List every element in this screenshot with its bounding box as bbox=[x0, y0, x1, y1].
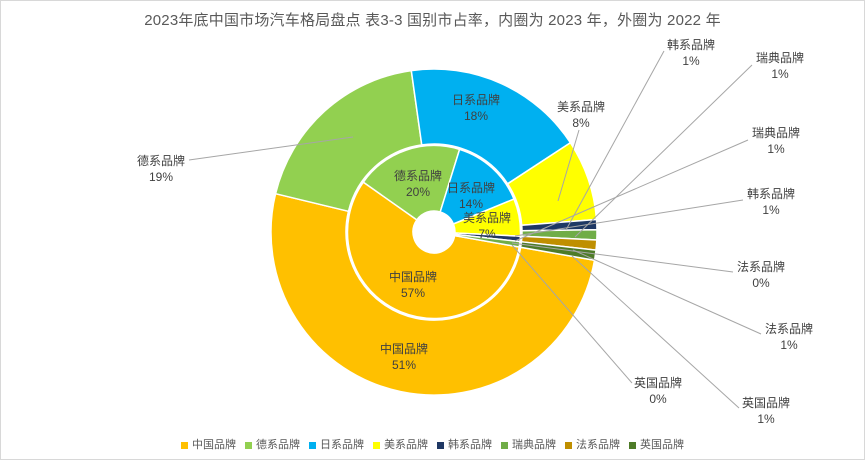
legend-label: 法系品牌 bbox=[576, 439, 620, 451]
legend-label: 日系品牌 bbox=[320, 439, 364, 451]
slice-label-outer-2022-3: 美系品牌 8% bbox=[557, 100, 605, 130]
slice-label-inner-2023-2: 日系品牌 14% bbox=[447, 181, 495, 211]
slice-label-inner-2023-3: 美系品牌 7% bbox=[463, 211, 511, 241]
legend-item-6[interactable]: 法系品牌 bbox=[565, 440, 620, 451]
pie-slice-outer-2022-2[interactable] bbox=[410, 68, 572, 185]
legend-item-2[interactable]: 日系品牌 bbox=[309, 440, 364, 451]
slice-label-outer-2022-7: 英国品牌 1% bbox=[742, 396, 790, 426]
leader-line bbox=[514, 139, 749, 242]
leader-line bbox=[557, 129, 580, 202]
legend-label: 英国品牌 bbox=[640, 439, 684, 451]
legend-item-0[interactable]: 中国品牌 bbox=[181, 440, 236, 451]
leader-line bbox=[188, 136, 354, 161]
legend-label: 韩系品牌 bbox=[448, 439, 492, 451]
pie-slice-outer-2022-0[interactable] bbox=[270, 192, 596, 396]
pie-slice-inner-2023-2[interactable] bbox=[439, 148, 515, 225]
leader-line bbox=[574, 64, 753, 238]
slice-label-outer-2022-0: 中国品牌 51% bbox=[380, 341, 428, 372]
leader-line bbox=[565, 50, 665, 231]
leader-line bbox=[571, 255, 740, 409]
legend-swatch bbox=[565, 442, 572, 449]
pie-slice-inner-2023-5[interactable] bbox=[453, 233, 521, 248]
legend-swatch bbox=[373, 442, 380, 449]
legend-label: 德系品牌 bbox=[256, 439, 300, 451]
pie-slice-outer-2022-1[interactable] bbox=[274, 69, 423, 213]
slice-label-outer-2022-5: 瑞典品牌 1% bbox=[756, 51, 804, 81]
slice-label-outer-2022-4: 韩系品牌 1% bbox=[667, 37, 715, 68]
legend-label: 瑞典品牌 bbox=[512, 439, 556, 451]
leader-line bbox=[572, 249, 762, 335]
slice-label-inner-2023-7: 英国品牌 0% bbox=[634, 376, 682, 406]
legend-swatch bbox=[629, 442, 636, 449]
slice-label-outer-2022-6: 法系品牌 1% bbox=[765, 322, 813, 352]
pie-slice-inner-2023-1[interactable] bbox=[362, 144, 461, 221]
slice-label-inner-2023-1: 德系品牌 20% bbox=[394, 168, 442, 199]
legend-swatch bbox=[245, 442, 252, 449]
leader-line bbox=[511, 244, 633, 384]
slice-label-outer-2022-2: 日系品牌 18% bbox=[452, 93, 500, 123]
legend-swatch bbox=[309, 442, 316, 449]
slice-label-outer-2022-1: 德系品牌 19% bbox=[137, 153, 185, 184]
slice-label-inner-2023-0: 中国品牌 57% bbox=[389, 269, 437, 300]
legend-label: 中国品牌 bbox=[192, 439, 236, 451]
legend-item-5[interactable]: 瑞典品牌 bbox=[501, 440, 556, 451]
legend-swatch bbox=[181, 442, 188, 449]
legend-swatch bbox=[437, 442, 444, 449]
slice-label-inner-2023-5: 瑞典品牌 1% bbox=[752, 126, 800, 156]
chart-title: 2023年底中国市场汽车格局盘点 表3-3 国别市占率，内圈为 2023 年，外… bbox=[144, 12, 721, 29]
chart-legend: 中国品牌 德系品牌 日系品牌 美系品牌 韩系品牌 瑞典品牌 法系品牌 英国品牌 bbox=[1, 440, 864, 451]
leader-line bbox=[511, 242, 734, 273]
leader-line bbox=[514, 199, 744, 237]
pie-slice-inner-2023-0[interactable] bbox=[346, 181, 520, 320]
legend-item-7[interactable]: 英国品牌 bbox=[629, 440, 684, 451]
legend-item-1[interactable]: 德系品牌 bbox=[245, 440, 300, 451]
legend-item-4[interactable]: 韩系品牌 bbox=[437, 440, 492, 451]
slice-label-inner-2023-4: 韩系品牌 1% bbox=[747, 186, 795, 217]
slice-label-inner-2023-6: 法系品牌 0% bbox=[737, 260, 785, 290]
legend-label: 美系品牌 bbox=[384, 439, 428, 451]
legend-item-3[interactable]: 美系品牌 bbox=[373, 440, 428, 451]
legend-swatch bbox=[501, 442, 508, 449]
